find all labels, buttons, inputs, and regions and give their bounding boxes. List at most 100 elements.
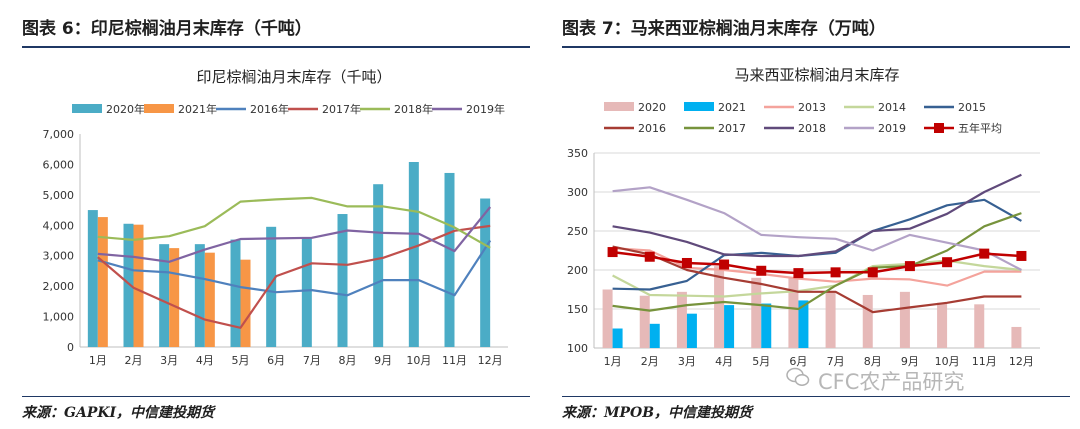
marker-五年平均 — [942, 257, 953, 268]
bar-2020 — [862, 294, 873, 348]
bar-2020 — [974, 304, 985, 348]
bar-2020年 — [480, 198, 491, 347]
y-tick-label: 6,000 — [43, 158, 75, 171]
x-tick-label: 11月 — [442, 354, 467, 367]
marker-五年平均 — [1016, 250, 1027, 261]
marker-五年平均 — [904, 261, 915, 272]
x-tick-label: 9月 — [901, 355, 919, 368]
bar-2020年 — [159, 244, 170, 347]
bar-2020 — [602, 289, 613, 348]
x-tick-label: 10月 — [935, 355, 960, 368]
chart-title: 印尼棕榈油月末库存（千吨） — [196, 68, 391, 86]
x-tick-label: 4月 — [196, 354, 214, 367]
bar-2020年 — [337, 214, 348, 347]
bar-2020年 — [266, 226, 277, 347]
x-tick-label: 8月 — [864, 355, 882, 368]
wechat-icon — [786, 367, 810, 386]
y-tick-label: 250 — [567, 225, 588, 238]
right-bottom-rule — [562, 396, 1070, 397]
legend-swatch — [72, 104, 102, 113]
y-tick-label: 150 — [567, 303, 588, 316]
marker-五年平均 — [793, 268, 804, 279]
right-figure-title: 图表 7：马来西亚棕榈油月末库存（万吨） — [562, 19, 886, 39]
legend-label: 2018年 — [394, 102, 433, 116]
marker-五年平均 — [719, 259, 730, 270]
bar-2020 — [1011, 326, 1022, 348]
y-tick-label: 3,000 — [43, 250, 75, 263]
legend-label: 2019年 — [466, 102, 505, 116]
y-tick-label: 4,000 — [43, 219, 75, 232]
y-tick-label: 2,000 — [43, 280, 75, 293]
x-tick-label: 1月 — [89, 354, 107, 367]
bar-2021年 — [169, 248, 180, 347]
x-tick-label: 3月 — [160, 354, 178, 367]
bar-2021年 — [204, 252, 215, 347]
y-tick-label: 350 — [567, 147, 588, 160]
y-tick-label: 300 — [567, 186, 588, 199]
legend-label: 2017年 — [322, 102, 361, 116]
legend-label: 2020 — [638, 101, 666, 114]
line-2019年 — [97, 206, 492, 263]
legend-label: 2019 — [878, 122, 906, 135]
x-tick-label: 7月 — [827, 355, 845, 368]
line-五年平均 — [612, 250, 1022, 275]
legend-label: 2014 — [878, 101, 906, 114]
x-tick-label: 12月 — [478, 354, 503, 367]
watermark-text: CFC农产品研究 — [818, 370, 965, 394]
marker-五年平均 — [644, 251, 655, 262]
bar-2020 — [714, 266, 725, 348]
x-tick-label: 4月 — [715, 355, 733, 368]
bar-2020年 — [301, 237, 312, 347]
marker-五年平均 — [830, 267, 841, 278]
bar-2020 — [751, 277, 762, 348]
marker-五年平均 — [681, 257, 692, 268]
x-tick-label: 10月 — [406, 354, 431, 367]
line-2017年 — [97, 224, 491, 329]
legend-label: 2015 — [958, 101, 986, 114]
bar-2020年 — [194, 244, 205, 347]
legend-label: 2020年 — [106, 102, 145, 116]
bar-2021 — [686, 313, 697, 348]
right-top-rule — [562, 46, 1070, 48]
legend-marker — [934, 123, 944, 133]
right-source: 来源：MPOB，中信建投期货 — [562, 405, 753, 421]
bar-2020年 — [373, 184, 384, 347]
bar-2021 — [612, 328, 623, 348]
bar-2020 — [825, 291, 836, 348]
bar-2021年 — [240, 259, 251, 347]
x-tick-label: 2月 — [125, 354, 143, 367]
marker-五年平均 — [607, 247, 618, 258]
malaysia-stock-chart: 马来西亚棕榈油月末库存 100 150 200 250 300 350 1月 2月 3月 4月 5月 6… — [567, 66, 1040, 368]
y-tick-label: 0 — [67, 341, 74, 354]
bar-2020年 — [123, 223, 134, 347]
legend-label: 2017 — [718, 122, 746, 135]
bar-2020 — [937, 302, 948, 348]
left-bottom-rule — [22, 396, 530, 397]
y-tick-label: 100 — [567, 342, 588, 355]
legend-label: 2013 — [798, 101, 826, 114]
bar-2020年 — [230, 239, 241, 347]
y-tick-label: 5,000 — [43, 189, 75, 202]
legend-swatch — [684, 102, 714, 111]
marker-五年平均 — [756, 265, 767, 276]
bar-2020 — [639, 295, 650, 348]
legend-label: 2018 — [798, 122, 826, 135]
bar-2020 — [788, 277, 799, 348]
bar-2021 — [724, 305, 735, 348]
legend-swatch — [604, 102, 634, 111]
bar-2020年 — [87, 210, 98, 347]
bar-2020 — [676, 291, 687, 348]
bar-2020年 — [408, 161, 419, 347]
x-tick-label: 3月 — [678, 355, 696, 368]
x-tick-label: 11月 — [972, 355, 997, 368]
y-tick-label: 1,000 — [43, 311, 75, 324]
x-tick-label: 12月 — [1009, 355, 1034, 368]
x-tick-label: 6月 — [267, 354, 285, 367]
legend-label: 五年平均 — [958, 121, 1002, 135]
right-panel: 图表 7：马来西亚棕榈油月末库存（万吨） 马来西亚棕榈油月末库存 100 150 20… — [540, 0, 1080, 429]
line-2018年 — [97, 196, 491, 249]
bar-2020年 — [444, 172, 455, 347]
line-2017 — [612, 212, 1022, 312]
marker-五年平均 — [867, 267, 878, 278]
x-tick-label: 5月 — [232, 354, 250, 367]
